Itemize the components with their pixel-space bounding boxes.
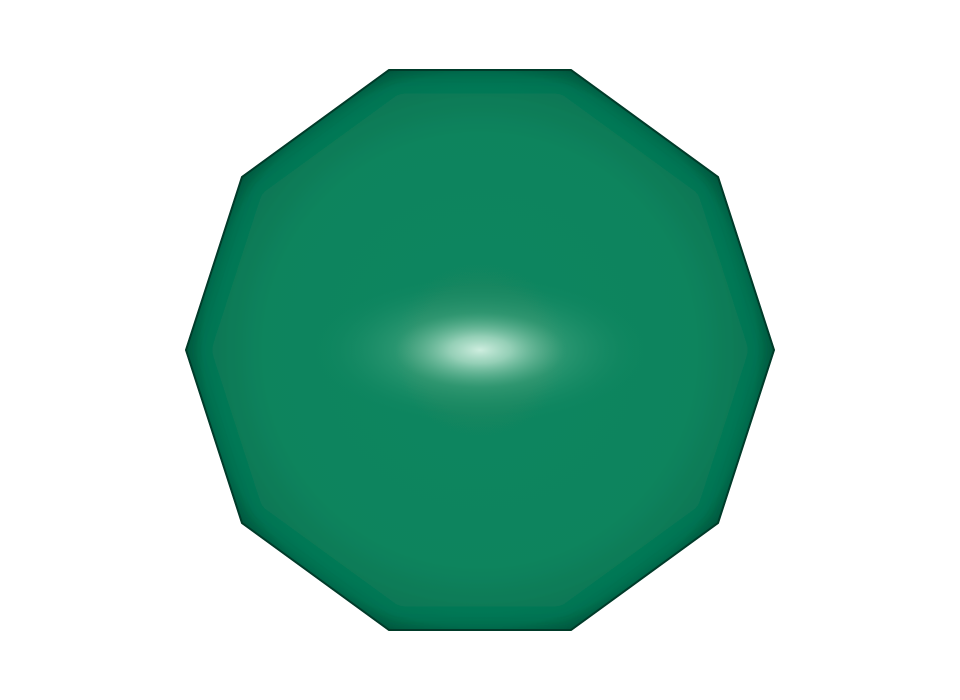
decagon-highlight bbox=[310, 275, 650, 425]
